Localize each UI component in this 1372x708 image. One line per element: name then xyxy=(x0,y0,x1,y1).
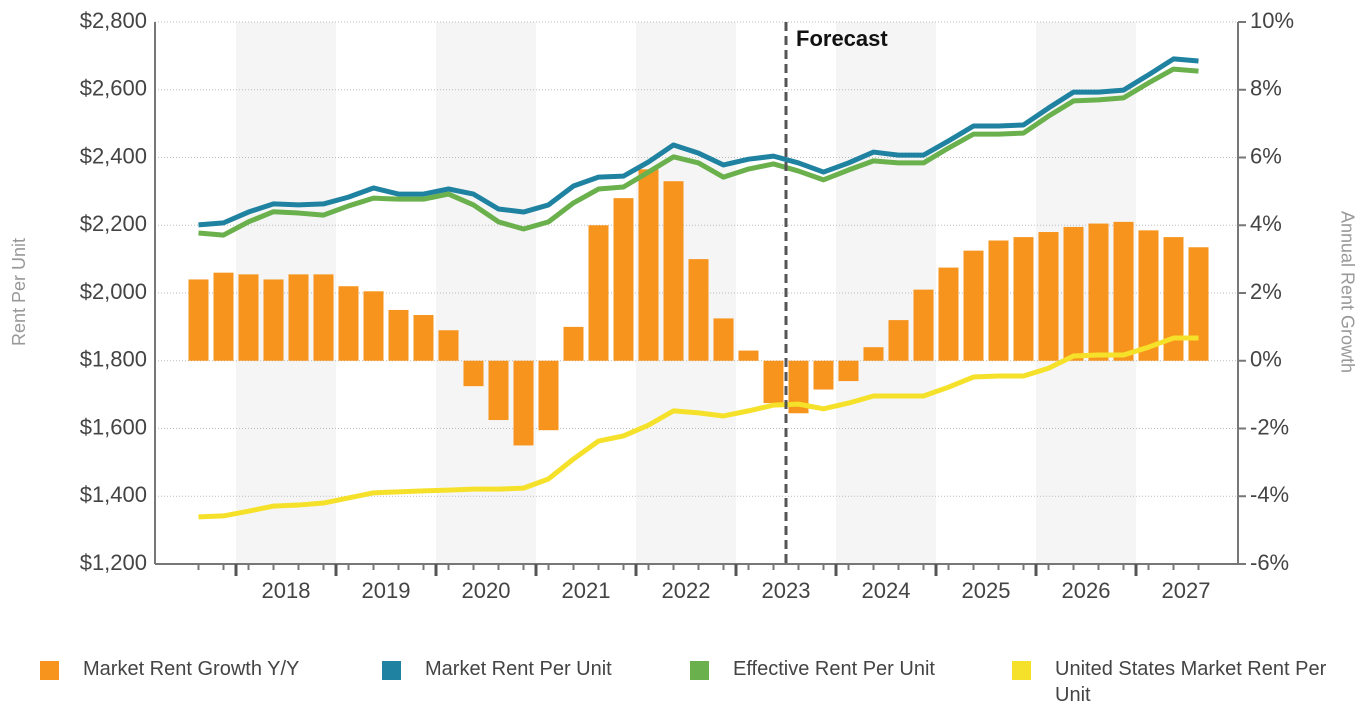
x-tick-label: 2019 xyxy=(362,578,411,603)
bar xyxy=(388,309,409,361)
y2-tick-label: 0% xyxy=(1250,347,1282,372)
legend-label: Market Rent Per Unit xyxy=(425,658,612,680)
bar xyxy=(888,320,909,361)
chart: Rent Per Unit Annual Rent Growth $1,200 $… xyxy=(9,8,1358,603)
bar xyxy=(663,181,684,361)
bar xyxy=(313,274,334,361)
bar xyxy=(1038,232,1059,361)
bar xyxy=(838,360,859,382)
legend-swatch xyxy=(1012,661,1031,680)
bar xyxy=(788,360,809,414)
x-tick-label: 2023 xyxy=(762,578,811,603)
y2-tick-label: 10% xyxy=(1250,8,1294,33)
legend-swatch xyxy=(690,661,709,680)
bar xyxy=(463,360,484,387)
line xyxy=(198,335,1199,520)
legend-label: United States Market Rent Per Unit xyxy=(1055,658,1327,706)
legend: Market Rent Growth Y/Y Market Rent Per Un… xyxy=(0,652,1372,707)
legend-entry: United States Market Rent Per Unit xyxy=(1012,656,1332,708)
bar xyxy=(188,279,209,361)
bar xyxy=(563,326,584,361)
y-axis-label: Rent Per Unit xyxy=(9,238,29,346)
bar xyxy=(963,250,984,361)
bar xyxy=(913,289,934,361)
legend-entry: Market Rent Growth Y/Y xyxy=(40,656,299,682)
y-tick-label: $1,800 xyxy=(80,347,147,372)
bar xyxy=(588,225,609,361)
bar xyxy=(488,360,509,421)
y-tick-label: $2,600 xyxy=(80,76,147,101)
legend-swatch xyxy=(40,661,59,680)
bar xyxy=(1163,237,1184,361)
bar xyxy=(213,272,234,361)
bar xyxy=(1063,226,1084,361)
bar xyxy=(288,274,309,361)
y2-axis-label: Annual Rent Growth xyxy=(1337,211,1357,373)
bar xyxy=(263,279,284,361)
x-tick-label: 2022 xyxy=(662,578,711,603)
bar xyxy=(1013,237,1034,361)
forecast-label: Forecast xyxy=(796,26,888,51)
bar xyxy=(863,347,884,361)
bar xyxy=(363,291,384,361)
bar xyxy=(513,360,534,446)
y2-tick-label: 6% xyxy=(1250,143,1282,168)
x-tick-label: 2025 xyxy=(962,578,1011,603)
y2-tick-label: -2% xyxy=(1250,414,1289,439)
y2-tick-label: 2% xyxy=(1250,279,1282,304)
bar xyxy=(1088,223,1109,361)
y-tick-label: $2,800 xyxy=(80,8,147,33)
x-tick-label: 2027 xyxy=(1162,578,1211,603)
y2-tick-label: 4% xyxy=(1250,211,1282,236)
bar xyxy=(438,330,459,361)
legend-entry: Effective Rent Per Unit xyxy=(690,656,935,682)
bar xyxy=(538,360,559,431)
x-tick-label: 2024 xyxy=(862,578,911,603)
x-tick-label: 2021 xyxy=(562,578,611,603)
bar xyxy=(238,274,259,361)
y2-tick-label: -6% xyxy=(1250,550,1289,575)
bar xyxy=(613,198,634,361)
bar xyxy=(1188,247,1209,361)
y-tick-label: $2,000 xyxy=(80,279,147,304)
line xyxy=(198,56,1199,228)
y-tick-label: $2,200 xyxy=(80,211,147,236)
bar xyxy=(713,318,734,361)
bar xyxy=(988,240,1009,361)
bar xyxy=(1138,230,1159,361)
y-tick-label: $1,600 xyxy=(80,414,147,439)
y2-tick-label: -4% xyxy=(1250,482,1289,507)
bar xyxy=(813,360,834,390)
y-tick-label: $2,400 xyxy=(80,143,147,168)
bar xyxy=(688,259,709,361)
bar xyxy=(1113,221,1134,361)
bar xyxy=(938,267,959,361)
legend-label: Effective Rent Per Unit xyxy=(733,658,935,680)
bar xyxy=(638,169,659,361)
x-tick-label: 2018 xyxy=(262,578,311,603)
y-tick-label: $1,400 xyxy=(80,482,147,507)
line xyxy=(198,66,1199,238)
legend-entry: Market Rent Per Unit xyxy=(382,656,612,682)
legend-label: Market Rent Growth Y/Y xyxy=(83,658,300,680)
bar xyxy=(413,315,434,361)
y-tick-label: $1,200 xyxy=(80,550,147,575)
x-tick-label: 2020 xyxy=(462,578,511,603)
legend-swatch xyxy=(382,661,401,680)
y2-tick-label: 8% xyxy=(1250,76,1282,101)
bar xyxy=(738,350,759,361)
bar xyxy=(763,360,784,404)
bar xyxy=(338,286,359,361)
x-tick-label: 2026 xyxy=(1062,578,1111,603)
